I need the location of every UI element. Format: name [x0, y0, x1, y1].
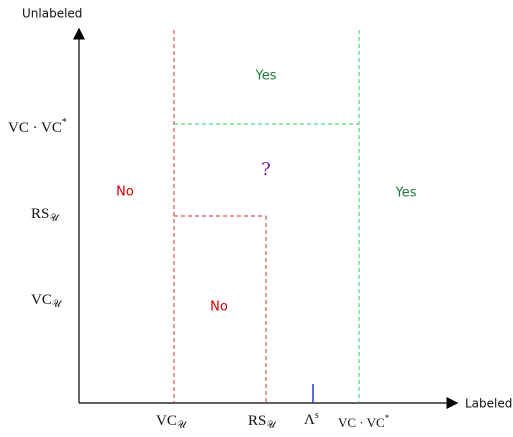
- svg-text:VC𝒰: VC𝒰: [31, 292, 63, 310]
- y-tick-vc-u-sub: 𝒰: [52, 299, 63, 310]
- x-axis-title: Labeled: [465, 397, 512, 411]
- svg-text:RS𝒰: RS𝒰: [248, 413, 277, 431]
- region-no-inner: No: [210, 300, 228, 315]
- x-tick-vc-u-sub: 𝒰: [177, 420, 188, 431]
- x-tick-lambda: Λs: [304, 410, 319, 428]
- y-tick-vcvc: VC · VC*: [8, 117, 67, 136]
- x-tick-vcvc-sup: *: [385, 413, 390, 423]
- y-tick-vc-u-main: VC: [31, 292, 52, 308]
- y-tick-rs-u-sub: 𝒰: [49, 213, 60, 224]
- x-tick-vc-u-main: VC: [156, 413, 177, 429]
- svg-text:Λs: Λs: [304, 410, 319, 428]
- region-question: ?: [261, 159, 271, 180]
- svg-text:VC · VC*: VC · VC*: [338, 413, 390, 430]
- region-yes-top: Yes: [255, 69, 277, 84]
- x-tick-rs-u: RS𝒰: [248, 413, 277, 431]
- svg-text:VC𝒰: VC𝒰: [156, 413, 188, 431]
- x-tick-lambda-sup: s: [315, 410, 319, 421]
- y-axis-title: Unlabeled: [22, 7, 82, 21]
- svg-text:RS𝒰: RS𝒰: [31, 206, 60, 224]
- y-tick-vc-u: VC𝒰: [31, 292, 63, 310]
- x-tick-rs-u-main: RS: [248, 413, 266, 429]
- y-tick-vcvc-sup: *: [62, 117, 67, 128]
- x-tick-rs-u-sub: 𝒰: [266, 420, 277, 431]
- x-tick-vcvc: VC · VC*: [338, 413, 390, 430]
- region-no-left: No: [116, 185, 134, 200]
- x-tick-vc-u: VC𝒰: [156, 413, 188, 431]
- y-tick-vcvc-main: VC · VC: [8, 120, 62, 136]
- svg-text:VC · VC*: VC · VC*: [8, 117, 67, 136]
- x-tick-vcvc-main: VC · VC: [338, 415, 385, 430]
- y-tick-rs-u-main: RS: [31, 206, 49, 222]
- region-yes-right: Yes: [395, 186, 417, 201]
- y-tick-rs-u: RS𝒰: [31, 206, 60, 224]
- x-tick-lambda-main: Λ: [304, 412, 315, 428]
